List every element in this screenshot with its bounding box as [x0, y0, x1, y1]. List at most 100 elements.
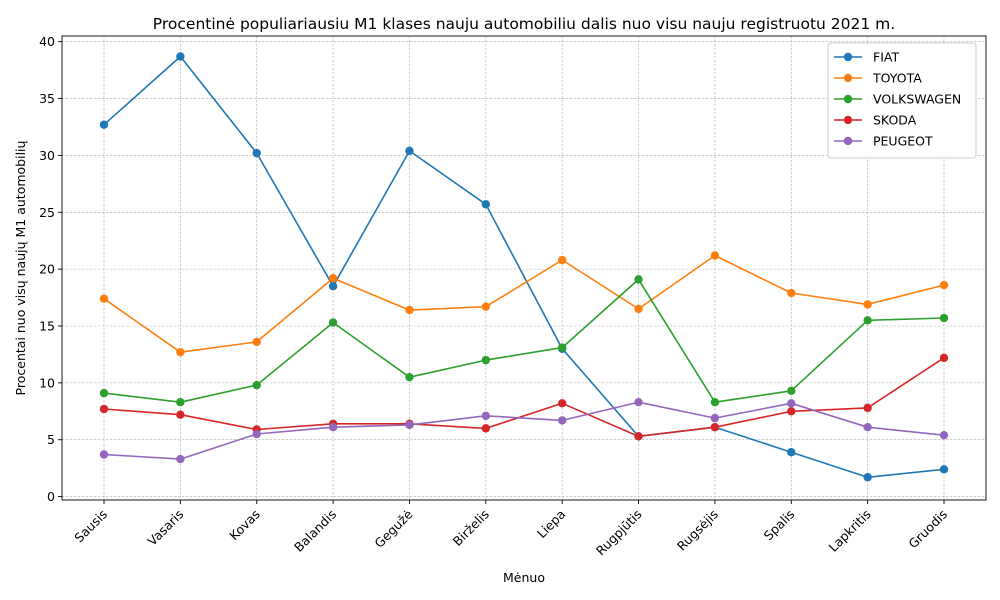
- x-tick-label: Sausis: [71, 507, 110, 546]
- data-point-peugeot: [328, 423, 338, 432]
- data-point-volkswagen: [787, 386, 796, 396]
- data-point-volkswagen: [634, 275, 643, 284]
- y-axis: 0 5 10 15 20 25 30 35 40: [39, 34, 62, 504]
- series-line-volkswagen: [103, 278, 945, 404]
- data-point-fiat: [252, 148, 261, 158]
- data-point-toyota: [481, 302, 491, 311]
- data-point-toyota: [787, 288, 796, 298]
- data-point-skoda: [863, 403, 872, 413]
- plot-area-frame: [61, 35, 987, 501]
- data-point-toyota: [176, 347, 185, 357]
- legend-marker: [843, 73, 853, 83]
- data-point-peugeot: [939, 430, 949, 440]
- y-tick-label: 10: [39, 375, 55, 390]
- y-tick-label: 15: [39, 319, 55, 334]
- x-tick-label: Spalis: [761, 507, 798, 544]
- grid: [62, 36, 986, 500]
- data-point-toyota: [863, 300, 872, 309]
- data-point-peugeot: [863, 423, 872, 432]
- data-point-skoda: [557, 399, 567, 408]
- x-axis-title: Mėnuo: [503, 570, 545, 585]
- data-point-volkswagen: [252, 380, 261, 390]
- data-point-peugeot: [710, 413, 720, 423]
- data-point-toyota: [710, 251, 720, 260]
- y-tick-label: 40: [39, 34, 55, 49]
- y-tick-label: 5: [47, 432, 55, 447]
- data-point-volkswagen: [405, 372, 414, 382]
- legend: FIAT TOYOTA VOLKSWAGEN SKODA PEUGEOT: [827, 42, 977, 159]
- data-point-skoda: [634, 432, 643, 441]
- legend-label: SKODA: [873, 113, 917, 128]
- x-tick-label: Rugsėjis: [674, 507, 721, 554]
- data-point-fiat: [176, 52, 185, 61]
- data-point-fiat: [99, 120, 109, 129]
- data-point-toyota: [634, 304, 643, 314]
- legend-box: [827, 42, 977, 159]
- data-point-peugeot: [634, 397, 643, 407]
- data-point-toyota: [252, 337, 261, 347]
- data-point-volkswagen: [481, 355, 491, 365]
- legend-item-volkswagen: VOLKSWAGEN: [834, 92, 961, 107]
- y-tick-label: 30: [39, 148, 55, 163]
- x-tick-label: Rugpjūtis: [593, 507, 645, 559]
- x-tick-label: Balandis: [291, 507, 339, 555]
- data-point-fiat: [405, 146, 414, 156]
- x-tick-label: Liepa: [534, 507, 568, 541]
- data-point-volkswagen: [328, 318, 338, 327]
- series-peugeot: [99, 397, 949, 464]
- x-tick-label: Vasaris: [144, 507, 186, 549]
- data-point-skoda: [787, 407, 796, 416]
- legend-item-toyota: TOYOTA: [834, 71, 922, 86]
- series-line-fiat: [103, 55, 945, 479]
- x-tick-label: Birželis: [450, 507, 492, 549]
- series-volkswagen: [99, 275, 949, 407]
- y-axis-title: Procentai nuo visų naujų M1 automobilių: [13, 140, 28, 395]
- series-line-toyota: [103, 254, 945, 354]
- data-point-skoda: [710, 423, 720, 432]
- data-point-volkswagen: [557, 343, 567, 352]
- data-point-peugeot: [252, 429, 261, 439]
- data-point-fiat: [939, 465, 949, 474]
- legend-item-fiat: FIAT: [834, 50, 899, 65]
- data-point-toyota: [405, 305, 414, 315]
- data-point-peugeot: [405, 420, 414, 430]
- legend-label: FIAT: [873, 50, 899, 65]
- data-point-volkswagen: [176, 397, 185, 407]
- data-point-volkswagen: [99, 388, 109, 398]
- x-tick-label: Gruodis: [905, 507, 950, 552]
- data-point-peugeot: [557, 416, 567, 425]
- data-point-volkswagen: [939, 313, 949, 323]
- x-tick-label: Gegužė: [371, 506, 415, 550]
- x-tick-label: Lapkritis: [825, 507, 873, 555]
- series-group: [99, 52, 949, 482]
- y-tick-label: 35: [39, 91, 55, 106]
- data-point-volkswagen: [710, 397, 720, 407]
- chart-title: Procentinė populiariausiu M1 klases nauj…: [153, 15, 895, 33]
- data-point-peugeot: [787, 399, 796, 408]
- legend-label: TOYOTA: [872, 71, 922, 86]
- data-point-volkswagen: [863, 316, 872, 325]
- series-line-peugeot: [103, 401, 945, 460]
- data-point-toyota: [99, 294, 109, 303]
- data-point-fiat: [787, 448, 796, 457]
- legend-label: VOLKSWAGEN: [873, 92, 961, 107]
- data-point-toyota: [557, 255, 567, 265]
- data-point-skoda: [176, 410, 185, 419]
- data-point-skoda: [481, 424, 491, 433]
- legend-marker: [843, 115, 853, 125]
- legend-item-peugeot: PEUGEOT: [834, 134, 933, 149]
- data-point-peugeot: [176, 454, 185, 464]
- data-point-toyota: [939, 280, 949, 290]
- y-tick-label: 0: [47, 489, 55, 504]
- series-fiat: [99, 52, 949, 482]
- data-point-toyota: [328, 274, 338, 283]
- series-line-skoda: [103, 357, 945, 438]
- legend-marker: [843, 136, 853, 146]
- x-axis: Sausis Vasaris Kovas Balandis Gegužė Birželis…: [71, 500, 950, 558]
- data-point-skoda: [99, 404, 109, 414]
- series-toyota: [99, 251, 949, 357]
- legend-marker: [843, 52, 853, 62]
- y-tick-label: 25: [39, 205, 55, 220]
- data-point-fiat: [863, 473, 872, 482]
